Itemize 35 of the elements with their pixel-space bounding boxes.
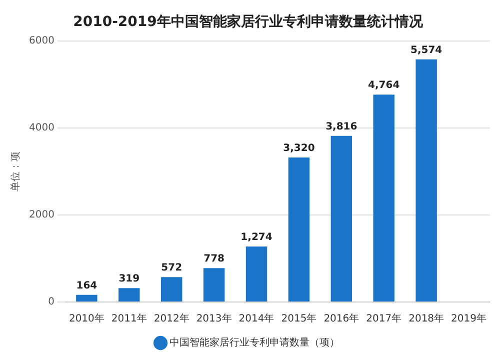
data-label: 4,764	[368, 80, 400, 92]
y-tick-label: 4000	[28, 122, 54, 134]
data-label: 778	[204, 254, 225, 265]
data-label: 319	[118, 274, 140, 285]
chart-title: 2010-2019年中国智能家居行业专利申请数量统计情况	[73, 13, 424, 30]
legend-label: 中国智能家居行业专利申请数量（项）	[170, 336, 340, 349]
bar	[373, 94, 394, 302]
x-tick-label: 2014年	[238, 312, 274, 325]
x-tick-label: 2015年	[281, 312, 317, 325]
bar	[330, 136, 352, 302]
bar	[76, 294, 98, 302]
x-tick-label: 2010年	[68, 312, 104, 325]
data-label: 572	[161, 262, 182, 274]
y-tick-label: 6000	[28, 35, 54, 46]
y-axis-title: 单位：项	[10, 151, 22, 192]
x-tick-label: 2016年	[324, 312, 360, 325]
bar	[288, 157, 310, 302]
x-tick-label: 2011年	[111, 312, 147, 325]
bar	[160, 277, 182, 302]
y-tick-label: 0	[48, 296, 54, 308]
x-tick-label: 2019年	[451, 312, 486, 325]
x-tick-label: 2018年	[408, 312, 444, 325]
x-tick-label: 2013年	[196, 312, 232, 325]
data-label: 5,574	[410, 44, 442, 56]
data-label: 164	[76, 280, 98, 292]
y-tick-label: 2000	[28, 210, 54, 221]
x-tick-label: 2017年	[366, 312, 402, 325]
bar	[203, 268, 225, 302]
bar	[246, 246, 268, 302]
bar	[118, 288, 140, 302]
data-label: 3,320	[283, 143, 315, 154]
bar	[416, 59, 437, 302]
data-label: 1,274	[240, 232, 272, 244]
data-label: 3,816	[326, 121, 358, 132]
x-tick-label: 2012年	[154, 312, 190, 325]
